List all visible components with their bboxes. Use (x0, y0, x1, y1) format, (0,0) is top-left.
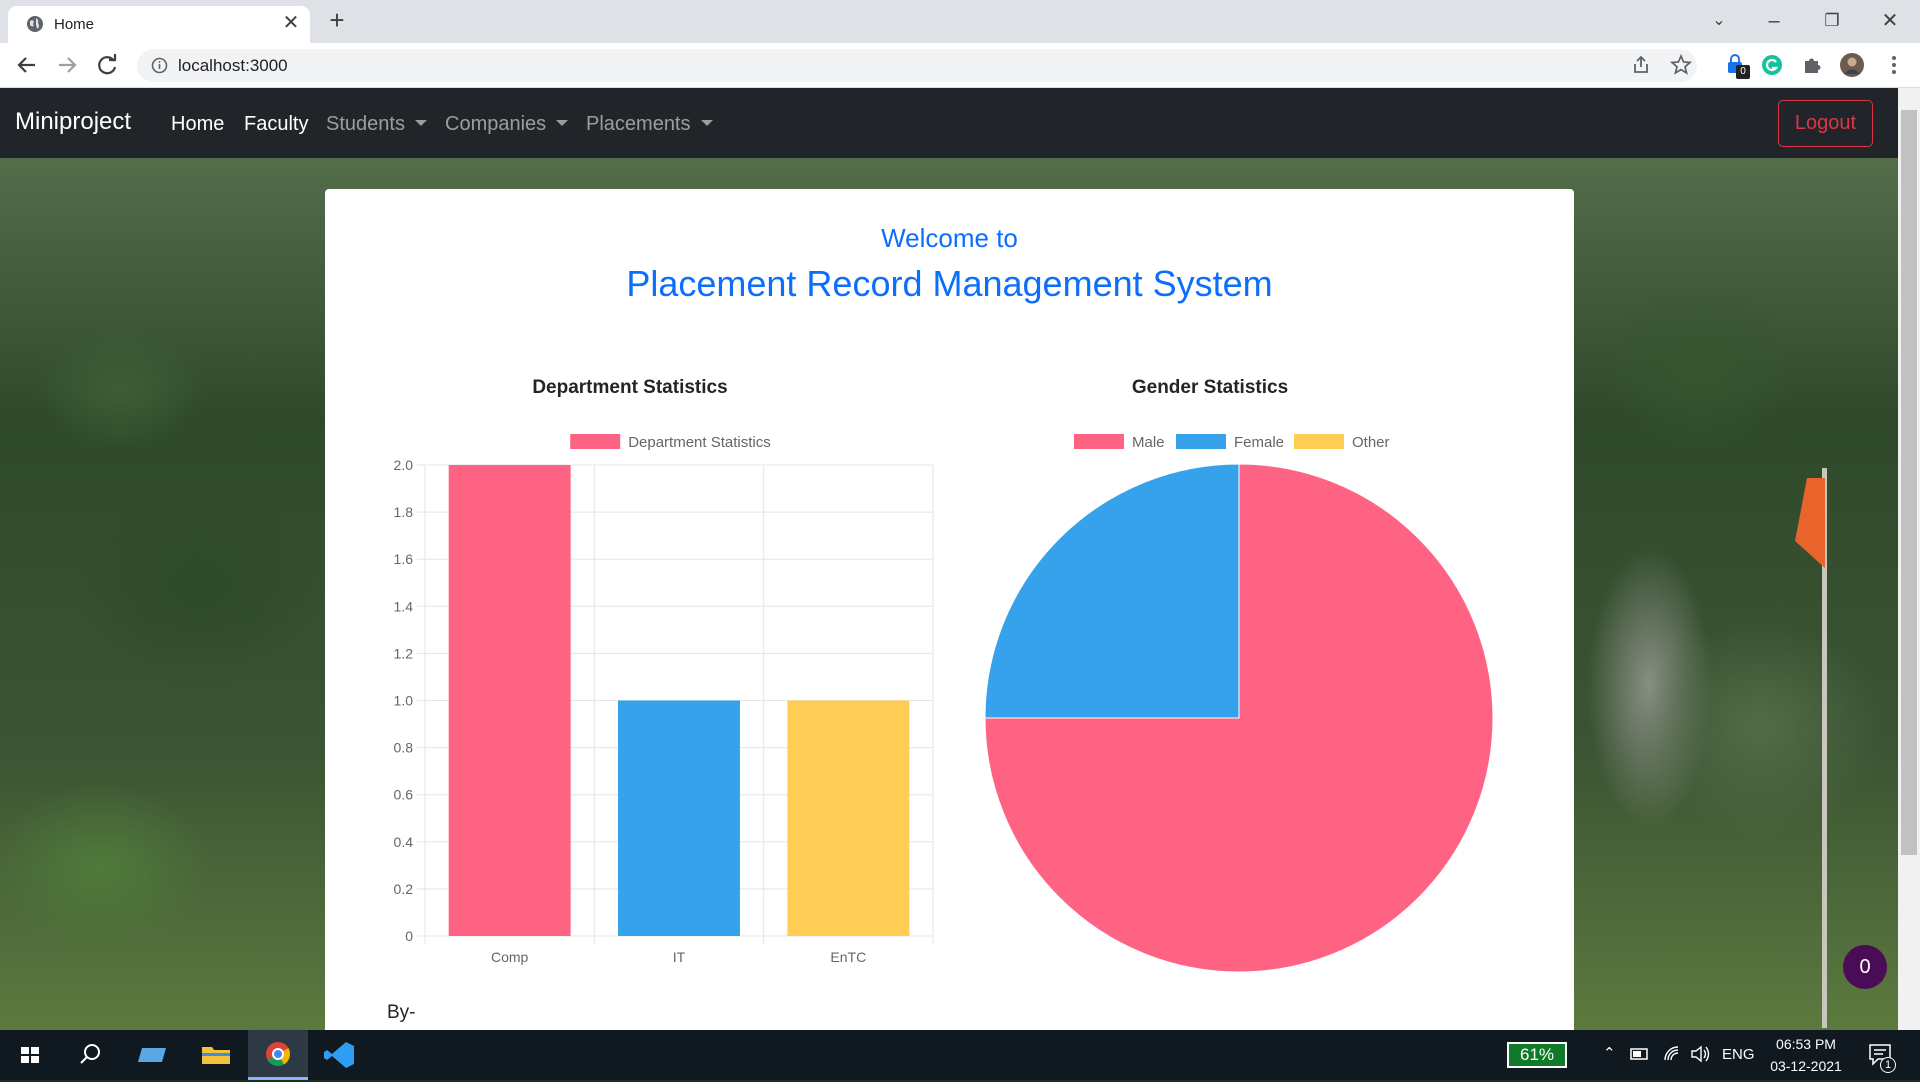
pie-slice-female (984, 463, 1240, 719)
bar-legend-swatch (570, 434, 621, 449)
site-info-icon[interactable] (151, 57, 168, 74)
browser-tab[interactable]: Home ✕ (8, 6, 310, 43)
y-tick-label: 1.2 (394, 645, 414, 661)
file-explorer-icon[interactable] (186, 1030, 246, 1080)
welcome-heading: Welcome to (881, 223, 1018, 253)
logout-button[interactable]: Logout (1778, 100, 1873, 147)
close-window-button[interactable]: ✕ (1881, 10, 1899, 32)
bar-chart-title: Department Statistics (532, 377, 728, 398)
brand-logo[interactable]: Miniproject (15, 108, 132, 135)
system-title: Placement Record Management System (626, 263, 1273, 304)
chevron-up-icon[interactable]: ⌃ (1603, 1045, 1616, 1062)
language-indicator[interactable]: ENG (1722, 1046, 1755, 1063)
flagpole (1822, 468, 1827, 1028)
y-tick-label: 0.8 (394, 740, 414, 756)
browser-menu-icon[interactable] (1880, 51, 1908, 79)
browser-toolbar: localhost:3000 0 (0, 43, 1920, 88)
tablet-app-icon[interactable] (124, 1030, 184, 1080)
url-text: localhost:3000 (178, 56, 288, 75)
pie-legend-label-male: Male (1132, 434, 1165, 451)
y-tick-label: 1.8 (394, 504, 414, 520)
tab-strip: Home ✕ + ⌄ – ❐ ✕ (0, 0, 1920, 43)
reload-icon[interactable] (92, 50, 122, 80)
profile-avatar-icon[interactable] (1838, 51, 1866, 79)
caret-down-icon (414, 120, 427, 126)
new-tab-button[interactable]: + (329, 5, 345, 35)
extensions-puzzle-icon[interactable] (1798, 51, 1826, 79)
share-icon[interactable] (1627, 51, 1655, 79)
grammarly-icon[interactable] (1758, 51, 1786, 79)
nav-faculty[interactable]: Faculty (244, 113, 309, 135)
bar-entc (787, 700, 910, 936)
bar-it (618, 700, 740, 936)
back-icon[interactable] (12, 50, 42, 80)
pie-legend-swatch-male (1074, 434, 1124, 449)
x-tick-label: IT (673, 949, 686, 965)
pie-chart-title: Gender Statistics (1131, 377, 1289, 398)
nav-placements-dropdown[interactable]: Placements (586, 113, 713, 136)
clock-date[interactable]: 03-12-2021 (1770, 1058, 1842, 1074)
windows-start-icon[interactable] (0, 1030, 60, 1080)
nav-students-dropdown[interactable]: Students (326, 113, 427, 136)
y-tick-label: 0.6 (394, 787, 414, 803)
y-tick-label: 0.2 (394, 881, 414, 897)
address-bar[interactable]: localhost:3000 (137, 49, 1697, 82)
close-tab-icon[interactable]: ✕ (282, 12, 300, 34)
tab-search-icon[interactable]: ⌄ (1712, 12, 1726, 29)
x-tick-label: Comp (491, 949, 529, 965)
y-tick-label: 1.4 (394, 598, 414, 614)
bar-legend-label: Department Statistics (628, 434, 771, 451)
nav-students-label: Students (326, 113, 405, 135)
caret-down-icon (556, 120, 569, 126)
notification-count-button[interactable]: 0 (1843, 945, 1887, 989)
y-tick-label: 1.6 (394, 551, 414, 567)
taskbar: 61% ⌃ ENG 06:53 PM 03-12-2021 1 (0, 1030, 1920, 1080)
pie-legend-swatch-other (1294, 434, 1344, 449)
scrollbar-thumb[interactable] (1901, 110, 1917, 855)
main-card: Welcome to Placement Record Management S… (325, 189, 1574, 1030)
pie-legend-swatch-female (1176, 434, 1226, 449)
globe-icon (27, 16, 43, 32)
page-viewport: Miniproject Home Faculty Students Compan… (0, 88, 1898, 1030)
y-tick-label: 2.0 (394, 457, 414, 473)
clock-time[interactable]: 06:53 PM (1776, 1036, 1836, 1052)
nav-placements-label: Placements (586, 113, 691, 135)
pie-legend-label-other: Other (1352, 434, 1390, 451)
battery-indicator[interactable]: 61% (1507, 1042, 1567, 1068)
charts-canvas: 0 0.2 0.4 0.6 0.8 1.0 1.2 1.4 1.6 1.8 2.0 Comp IT EnT… (394, 434, 1494, 973)
chrome-taskbar-app[interactable] (248, 1030, 308, 1080)
battery-icon[interactable] (1630, 1046, 1650, 1062)
forward-icon[interactable] (52, 50, 82, 80)
y-tick-label: 0.4 (394, 834, 414, 850)
nav-home[interactable]: Home (171, 113, 225, 135)
notification-badge: 1 (1880, 1057, 1896, 1073)
pie-legend-label-female: Female (1234, 434, 1284, 451)
nav-companies-dropdown[interactable]: Companies (445, 113, 569, 136)
y-tick-label: 1.0 (394, 693, 414, 709)
pie-slice-male (984, 463, 1494, 973)
notifications-icon[interactable] (1868, 1043, 1894, 1067)
vscode-icon[interactable] (310, 1030, 370, 1080)
bar-comp (448, 465, 571, 936)
caret-down-icon (700, 120, 713, 126)
volume-icon[interactable] (1690, 1044, 1712, 1064)
page-scrollbar[interactable] (1898, 88, 1920, 1030)
restore-button[interactable]: ❐ (1824, 11, 1840, 30)
navbar: Miniproject Home Faculty Students Compan… (0, 88, 1898, 158)
x-tick-label: EnTC (830, 949, 866, 965)
chrome-icon (266, 1042, 291, 1067)
nav-companies-label: Companies (445, 113, 547, 135)
extension-badge: 0 (1736, 65, 1750, 79)
tab-title: Home (54, 16, 95, 33)
wifi-icon[interactable] (1662, 1044, 1682, 1064)
extension-lock-icon[interactable]: 0 (1722, 51, 1750, 79)
bookmark-star-icon[interactable] (1667, 51, 1695, 79)
search-icon[interactable] (60, 1030, 120, 1080)
minimize-button[interactable]: – (1768, 10, 1780, 32)
byline: By- (387, 1002, 416, 1023)
y-tick-label: 0 (405, 928, 413, 944)
